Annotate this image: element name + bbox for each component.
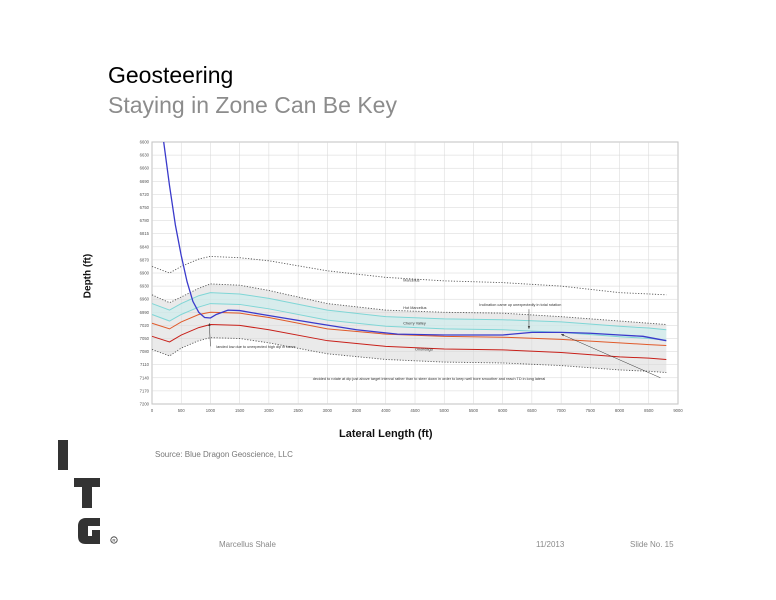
footer-topic: Marcellus Shale xyxy=(219,540,276,549)
y-tick-label: 6900 xyxy=(140,271,150,276)
footer-date: 11/2013 xyxy=(536,540,565,549)
geosteering-chart: Marcellus Hot Marcellus Inclination came u… xyxy=(140,140,684,414)
annotation-label: Inclination came up unexpectedly in tota… xyxy=(479,303,561,307)
footer-slide-number: Slide No. 15 xyxy=(630,540,674,549)
y-tick-label: 6750 xyxy=(140,205,150,210)
y-tick-label: 6720 xyxy=(140,192,150,197)
logo-letter-t-stem xyxy=(82,478,92,508)
series-marcellus xyxy=(151,255,667,296)
logo-letter-g xyxy=(78,518,100,544)
registered-mark xyxy=(110,536,118,544)
y-tick-label: 7020 xyxy=(140,323,150,328)
x-tick-label: 4500 xyxy=(410,408,420,413)
target-interval-band xyxy=(152,292,667,341)
annotation-label: Cherry Valley xyxy=(403,322,426,326)
y-tick-label: 6960 xyxy=(140,297,150,302)
y-tick-label: 7050 xyxy=(140,336,150,341)
x-tick-label: 6500 xyxy=(527,408,537,413)
x-tick-label: 5000 xyxy=(440,408,450,413)
x-tick-label: 2500 xyxy=(293,408,303,413)
annotation-label: Marcellus xyxy=(403,279,419,283)
annotation-label: Onondaga xyxy=(415,348,434,352)
y-tick-label: 6990 xyxy=(140,310,150,315)
annotation-label: landed low due to unexpected high dip in… xyxy=(216,345,295,349)
series-wellbore xyxy=(163,141,667,342)
itg-logo: R xyxy=(58,440,118,544)
x-tick-label: 4000 xyxy=(381,408,391,413)
y-tick-label: 6690 xyxy=(140,179,150,184)
annotation-label: Hot Marcellus xyxy=(403,306,426,310)
annotation-arrowhead xyxy=(561,334,565,337)
y-tick-label: 6930 xyxy=(140,284,150,289)
chart-series xyxy=(151,141,667,374)
y-tick-label: 6815 xyxy=(140,231,150,236)
x-tick-label: 5500 xyxy=(469,408,479,413)
series-target-top xyxy=(151,311,667,346)
chart-annotations: Marcellus Hot Marcellus Inclination came u… xyxy=(208,279,661,381)
y-tick-label: 7170 xyxy=(140,388,150,393)
source-note: Source: Blue Dragon Geoscience, LLC xyxy=(155,450,293,459)
y-tick-label: 6780 xyxy=(140,218,150,223)
x-tick-label: 1000 xyxy=(206,408,216,413)
y-tick-label: 7080 xyxy=(140,349,150,354)
series-lower-envelope xyxy=(151,337,667,374)
x-tick-label: 7000 xyxy=(556,408,566,413)
chart-bands xyxy=(152,283,667,373)
series-hot-marcellus-top xyxy=(151,292,667,331)
y-tick-label: 6870 xyxy=(140,257,150,262)
series-cherry-valley xyxy=(151,303,667,341)
series-target-base xyxy=(151,324,667,360)
y-tick-label: 7140 xyxy=(140,375,150,380)
slide-title: Geosteering xyxy=(108,62,234,88)
x-tick-label: 1500 xyxy=(235,408,245,413)
x-tick-label: 0 xyxy=(151,408,154,413)
y-tick-label: 6660 xyxy=(140,166,150,171)
x-tick-label: 500 xyxy=(178,408,186,413)
y-tick-label: 6630 xyxy=(140,153,150,158)
series-upper-envelope xyxy=(151,283,667,325)
annotation-label: decided to rotate at dip just above targ… xyxy=(313,377,546,381)
annotation-arrowhead xyxy=(527,326,531,329)
chart-ticks: 0 500 1000 1500 2000 2500 3000 3500 4000 4500 5000… xyxy=(140,140,684,414)
annotation-arrowhead xyxy=(208,323,211,327)
y-axis-label: Depth (ft) xyxy=(82,253,94,299)
x-tick-label: 9000 xyxy=(673,408,683,413)
x-tick-label: 3000 xyxy=(323,408,333,413)
y-tick-label: 6840 xyxy=(140,244,150,249)
x-tick-label: 7500 xyxy=(586,408,596,413)
x-axis-label: Lateral Length (ft) xyxy=(339,428,433,440)
y-tick-label: 7200 xyxy=(140,402,150,407)
x-tick-label: 8500 xyxy=(644,408,654,413)
y-tick-label: 7110 xyxy=(140,362,150,367)
y-tick-label: 6600 xyxy=(140,140,150,145)
logo-letter-i xyxy=(58,440,68,470)
annotation-arrow xyxy=(561,333,661,379)
registered-mark-glyph: R xyxy=(112,538,116,543)
annotation-arrow xyxy=(209,323,211,347)
x-tick-label: 3500 xyxy=(352,408,362,413)
slide-subtitle: Staying in Zone Can Be Key xyxy=(108,92,397,118)
x-tick-label: 8000 xyxy=(615,408,625,413)
x-tick-label: 2000 xyxy=(264,408,274,413)
x-tick-label: 6000 xyxy=(498,408,508,413)
